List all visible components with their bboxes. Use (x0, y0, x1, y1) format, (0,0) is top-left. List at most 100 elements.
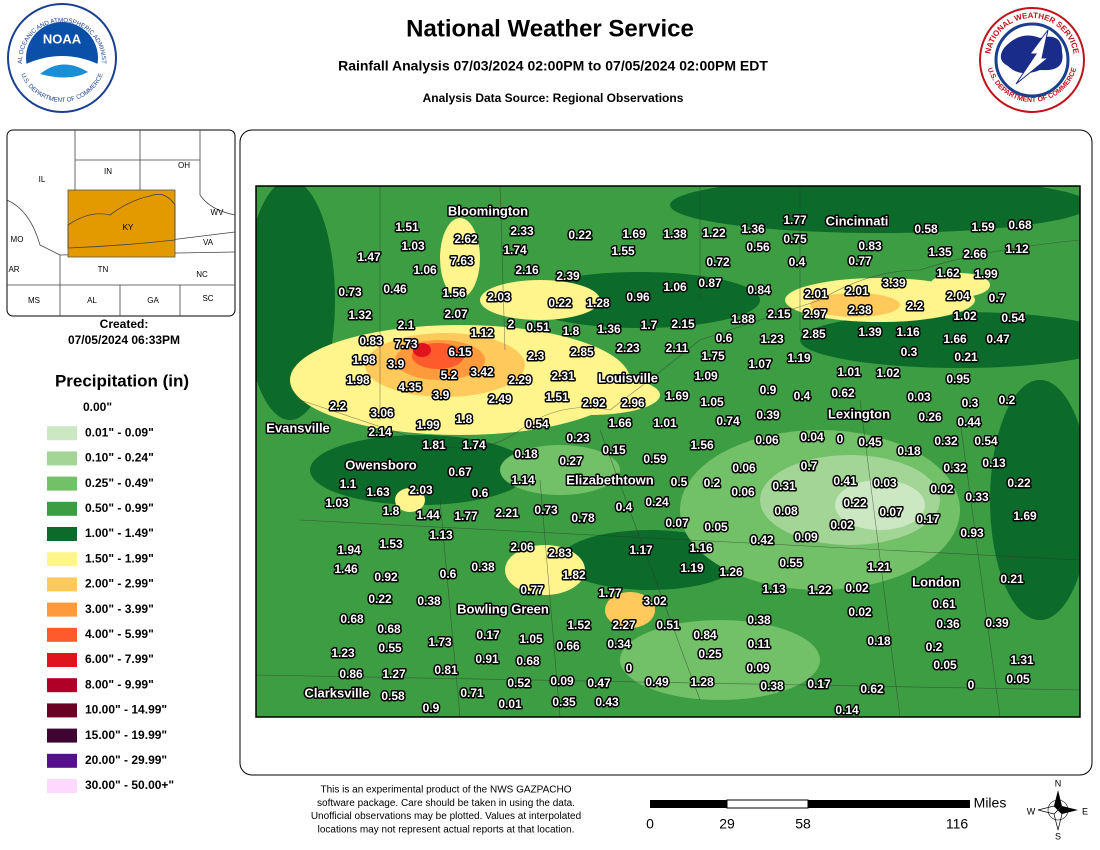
legend-swatch (47, 451, 77, 466)
rain-value: 0.44 (957, 415, 981, 429)
rain-value: 1.99 (416, 418, 440, 432)
rain-value: 0.43 (595, 695, 619, 709)
rain-value: 0.07 (665, 516, 689, 530)
legend-swatch (47, 703, 77, 718)
rain-value: 3.02 (643, 594, 667, 608)
legend-swatch (47, 753, 77, 768)
rain-value: 1.46 (334, 562, 358, 576)
rain-value: 3.06 (370, 406, 394, 420)
rain-value: 0.21 (1000, 572, 1024, 586)
rain-value: 2.15 (671, 317, 695, 331)
legend-swatch (47, 577, 77, 592)
rain-value: 0.02 (845, 581, 869, 595)
rain-value: 0.9 (423, 701, 440, 715)
compass-letter: E (1082, 806, 1088, 816)
rain-value: 0.6 (440, 567, 457, 581)
legend-label: 2.00" - 2.99" (85, 577, 154, 591)
rain-value: 1.75 (701, 349, 725, 363)
rain-value: 1.23 (331, 646, 355, 660)
rain-value: 2.27 (612, 618, 636, 632)
rain-value: 1.14 (511, 473, 535, 487)
rain-value: 1.59 (971, 220, 995, 234)
state-label: OH (178, 161, 190, 170)
city-label: Owensboro (345, 457, 417, 472)
city-label: Evansville (266, 420, 330, 435)
state-label: MO (11, 235, 24, 244)
rain-value: 0.14 (835, 703, 859, 717)
rain-value: 2.62 (454, 232, 478, 246)
legend-title: Precipitation (in) (55, 371, 189, 390)
rain-value: 1.23 (760, 332, 784, 346)
rain-value: 0.81 (434, 663, 458, 677)
nws-logo: NATIONAL WEATHER SERVICE U.S. DEPARTMENT… (979, 7, 1085, 113)
rain-value: 2.1 (398, 318, 415, 332)
rain-value: 1.51 (545, 390, 569, 404)
rain-value: 2.97 (803, 307, 827, 321)
city-label: Elizabethtown (566, 472, 653, 487)
rain-value: 0 (837, 432, 844, 446)
rain-value: 3.9 (388, 357, 405, 371)
rain-value: 2.07 (444, 307, 468, 321)
compass-letter: N (1055, 778, 1062, 788)
rain-value: 1.36 (597, 322, 621, 336)
rain-value: 0.59 (643, 452, 667, 466)
rain-value: 0.4 (794, 389, 811, 403)
rain-value: 1.13 (429, 528, 453, 542)
rain-value: 0.68 (377, 622, 401, 636)
rain-value: 0.3 (901, 345, 918, 359)
rain-value: 0.84 (693, 628, 717, 642)
rain-value: 0.7 (989, 291, 1006, 305)
rain-value: 1.8 (383, 504, 400, 518)
rain-value: 0.77 (848, 254, 872, 268)
rain-value: 0.22 (1007, 476, 1031, 490)
city-label: Cincinnati (826, 213, 889, 228)
rain-value: 0.71 (460, 686, 484, 700)
rain-value: 1.53 (379, 537, 403, 551)
rain-value: 0.2 (999, 393, 1016, 407)
rain-value: 0.96 (626, 290, 650, 304)
rain-value: 1.01 (653, 416, 677, 430)
rain-value: 0.5 (671, 475, 688, 489)
rain-value: 0.51 (656, 618, 680, 632)
rain-value: 1.77 (783, 213, 807, 227)
rain-value: 2.2 (907, 299, 924, 313)
created-date: 07/05/2024 06:33PM (68, 333, 180, 347)
cities: Bloomington Cincinnati Louisville Lexington… (265, 202, 962, 702)
rain-value: 1.94 (337, 543, 361, 557)
rain-value: 0.17 (916, 512, 940, 526)
rain-value: 1.8 (456, 412, 473, 426)
rain-value: 1.66 (943, 332, 967, 346)
rain-value: 0.31 (772, 479, 796, 493)
rain-value: 0.38 (471, 560, 495, 574)
rain-value: 0.75 (783, 232, 807, 246)
rain-value: 0.84 (747, 283, 771, 297)
legend-label: 1.50" - 1.99" (85, 551, 154, 565)
rain-value: 0.49 (645, 675, 669, 689)
legend-swatch (47, 602, 77, 617)
rain-value: 1.12 (1005, 242, 1029, 256)
legend-label: 4.00" - 5.99" (85, 627, 154, 641)
rain-value: 0.73 (534, 503, 558, 517)
rain-value: 0.83 (858, 239, 882, 253)
rain-value: 0.18 (867, 634, 891, 648)
rain-value: 1.07 (748, 357, 772, 371)
state-label: MS (28, 296, 40, 305)
rain-value: 1.98 (346, 373, 370, 387)
rain-value: 1.01 (837, 365, 861, 379)
rain-value: 1.16 (896, 325, 920, 339)
legend-swatch (47, 527, 77, 541)
rain-value: 0.4 (616, 500, 633, 514)
disclaimer: This is an experimental product of the N… (311, 785, 581, 836)
rain-value: 0.68 (516, 654, 540, 668)
rain-value: 0.6 (472, 486, 489, 500)
rain-value: 2.38 (848, 303, 872, 317)
rain-value: 0.34 (607, 637, 631, 651)
rain-value: 0.87 (698, 276, 722, 290)
rain-value: 1.88 (731, 312, 755, 326)
state-label: AL (87, 296, 97, 305)
rain-value: 1.81 (422, 438, 446, 452)
rain-value: 2.29 (508, 373, 532, 387)
state-label: NC (196, 270, 208, 279)
rain-value: 1.05 (519, 632, 543, 646)
rain-value: 2.01 (804, 287, 828, 301)
